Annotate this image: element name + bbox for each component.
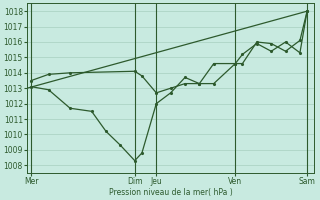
- X-axis label: Pression niveau de la mer( hPa ): Pression niveau de la mer( hPa ): [109, 188, 233, 197]
